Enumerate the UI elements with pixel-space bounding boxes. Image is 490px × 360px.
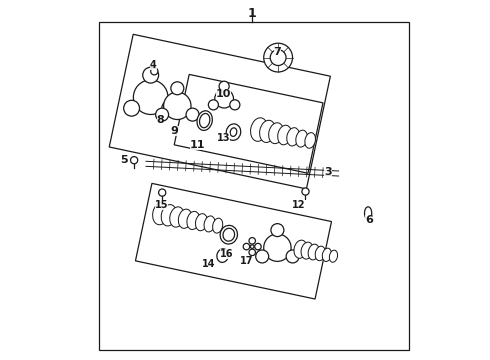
Ellipse shape [315, 246, 325, 261]
Circle shape [271, 224, 284, 237]
Circle shape [243, 243, 250, 250]
Ellipse shape [301, 242, 313, 259]
Ellipse shape [230, 128, 237, 136]
Ellipse shape [294, 240, 307, 258]
Text: 15: 15 [155, 200, 168, 210]
Ellipse shape [220, 225, 238, 244]
Text: 5: 5 [121, 155, 128, 165]
Circle shape [151, 68, 158, 75]
Text: 7: 7 [273, 47, 281, 57]
Circle shape [264, 234, 291, 261]
Bar [99, 22, 409, 350]
Circle shape [249, 249, 255, 256]
Circle shape [164, 92, 191, 120]
Circle shape [143, 67, 159, 83]
Ellipse shape [322, 248, 331, 261]
Circle shape [123, 100, 140, 116]
Text: 4: 4 [150, 60, 157, 70]
Ellipse shape [223, 228, 235, 241]
Ellipse shape [217, 249, 228, 262]
Circle shape [133, 80, 168, 114]
Text: 13: 13 [217, 132, 230, 143]
Circle shape [255, 243, 261, 250]
Circle shape [270, 50, 286, 66]
Text: 3: 3 [324, 167, 332, 177]
Circle shape [264, 43, 293, 72]
Text: 17: 17 [240, 256, 253, 266]
Ellipse shape [152, 202, 169, 225]
Circle shape [156, 108, 169, 121]
Ellipse shape [260, 120, 275, 143]
Circle shape [256, 250, 269, 263]
Ellipse shape [308, 244, 319, 260]
Text: 9: 9 [171, 126, 179, 136]
Ellipse shape [197, 111, 212, 130]
Ellipse shape [365, 207, 372, 220]
Text: 11: 11 [190, 140, 205, 150]
Ellipse shape [226, 124, 241, 140]
Text: 14: 14 [201, 258, 215, 269]
Ellipse shape [296, 130, 307, 147]
Text: 16: 16 [220, 249, 233, 259]
Circle shape [162, 100, 178, 116]
Text: 6: 6 [365, 215, 373, 225]
Ellipse shape [187, 211, 199, 230]
Circle shape [130, 157, 138, 164]
Ellipse shape [250, 118, 268, 141]
Ellipse shape [329, 250, 338, 262]
Circle shape [186, 108, 199, 121]
Ellipse shape [196, 213, 207, 231]
Circle shape [286, 250, 299, 263]
Ellipse shape [287, 128, 299, 146]
Ellipse shape [278, 125, 292, 145]
Ellipse shape [170, 207, 184, 227]
Circle shape [219, 81, 229, 91]
Circle shape [302, 188, 309, 195]
Ellipse shape [269, 123, 284, 144]
Ellipse shape [213, 218, 223, 233]
Ellipse shape [204, 216, 215, 232]
Ellipse shape [178, 209, 192, 228]
Circle shape [215, 89, 233, 108]
Circle shape [159, 189, 166, 196]
Text: 8: 8 [156, 114, 164, 125]
Circle shape [249, 238, 255, 244]
Circle shape [171, 82, 184, 95]
Text: 10: 10 [216, 89, 231, 99]
Circle shape [250, 245, 254, 248]
Circle shape [230, 100, 240, 110]
Ellipse shape [161, 204, 176, 226]
Ellipse shape [199, 113, 210, 128]
Text: 1: 1 [248, 7, 257, 20]
Circle shape [208, 100, 219, 110]
Text: 12: 12 [292, 200, 306, 210]
Ellipse shape [305, 132, 316, 148]
